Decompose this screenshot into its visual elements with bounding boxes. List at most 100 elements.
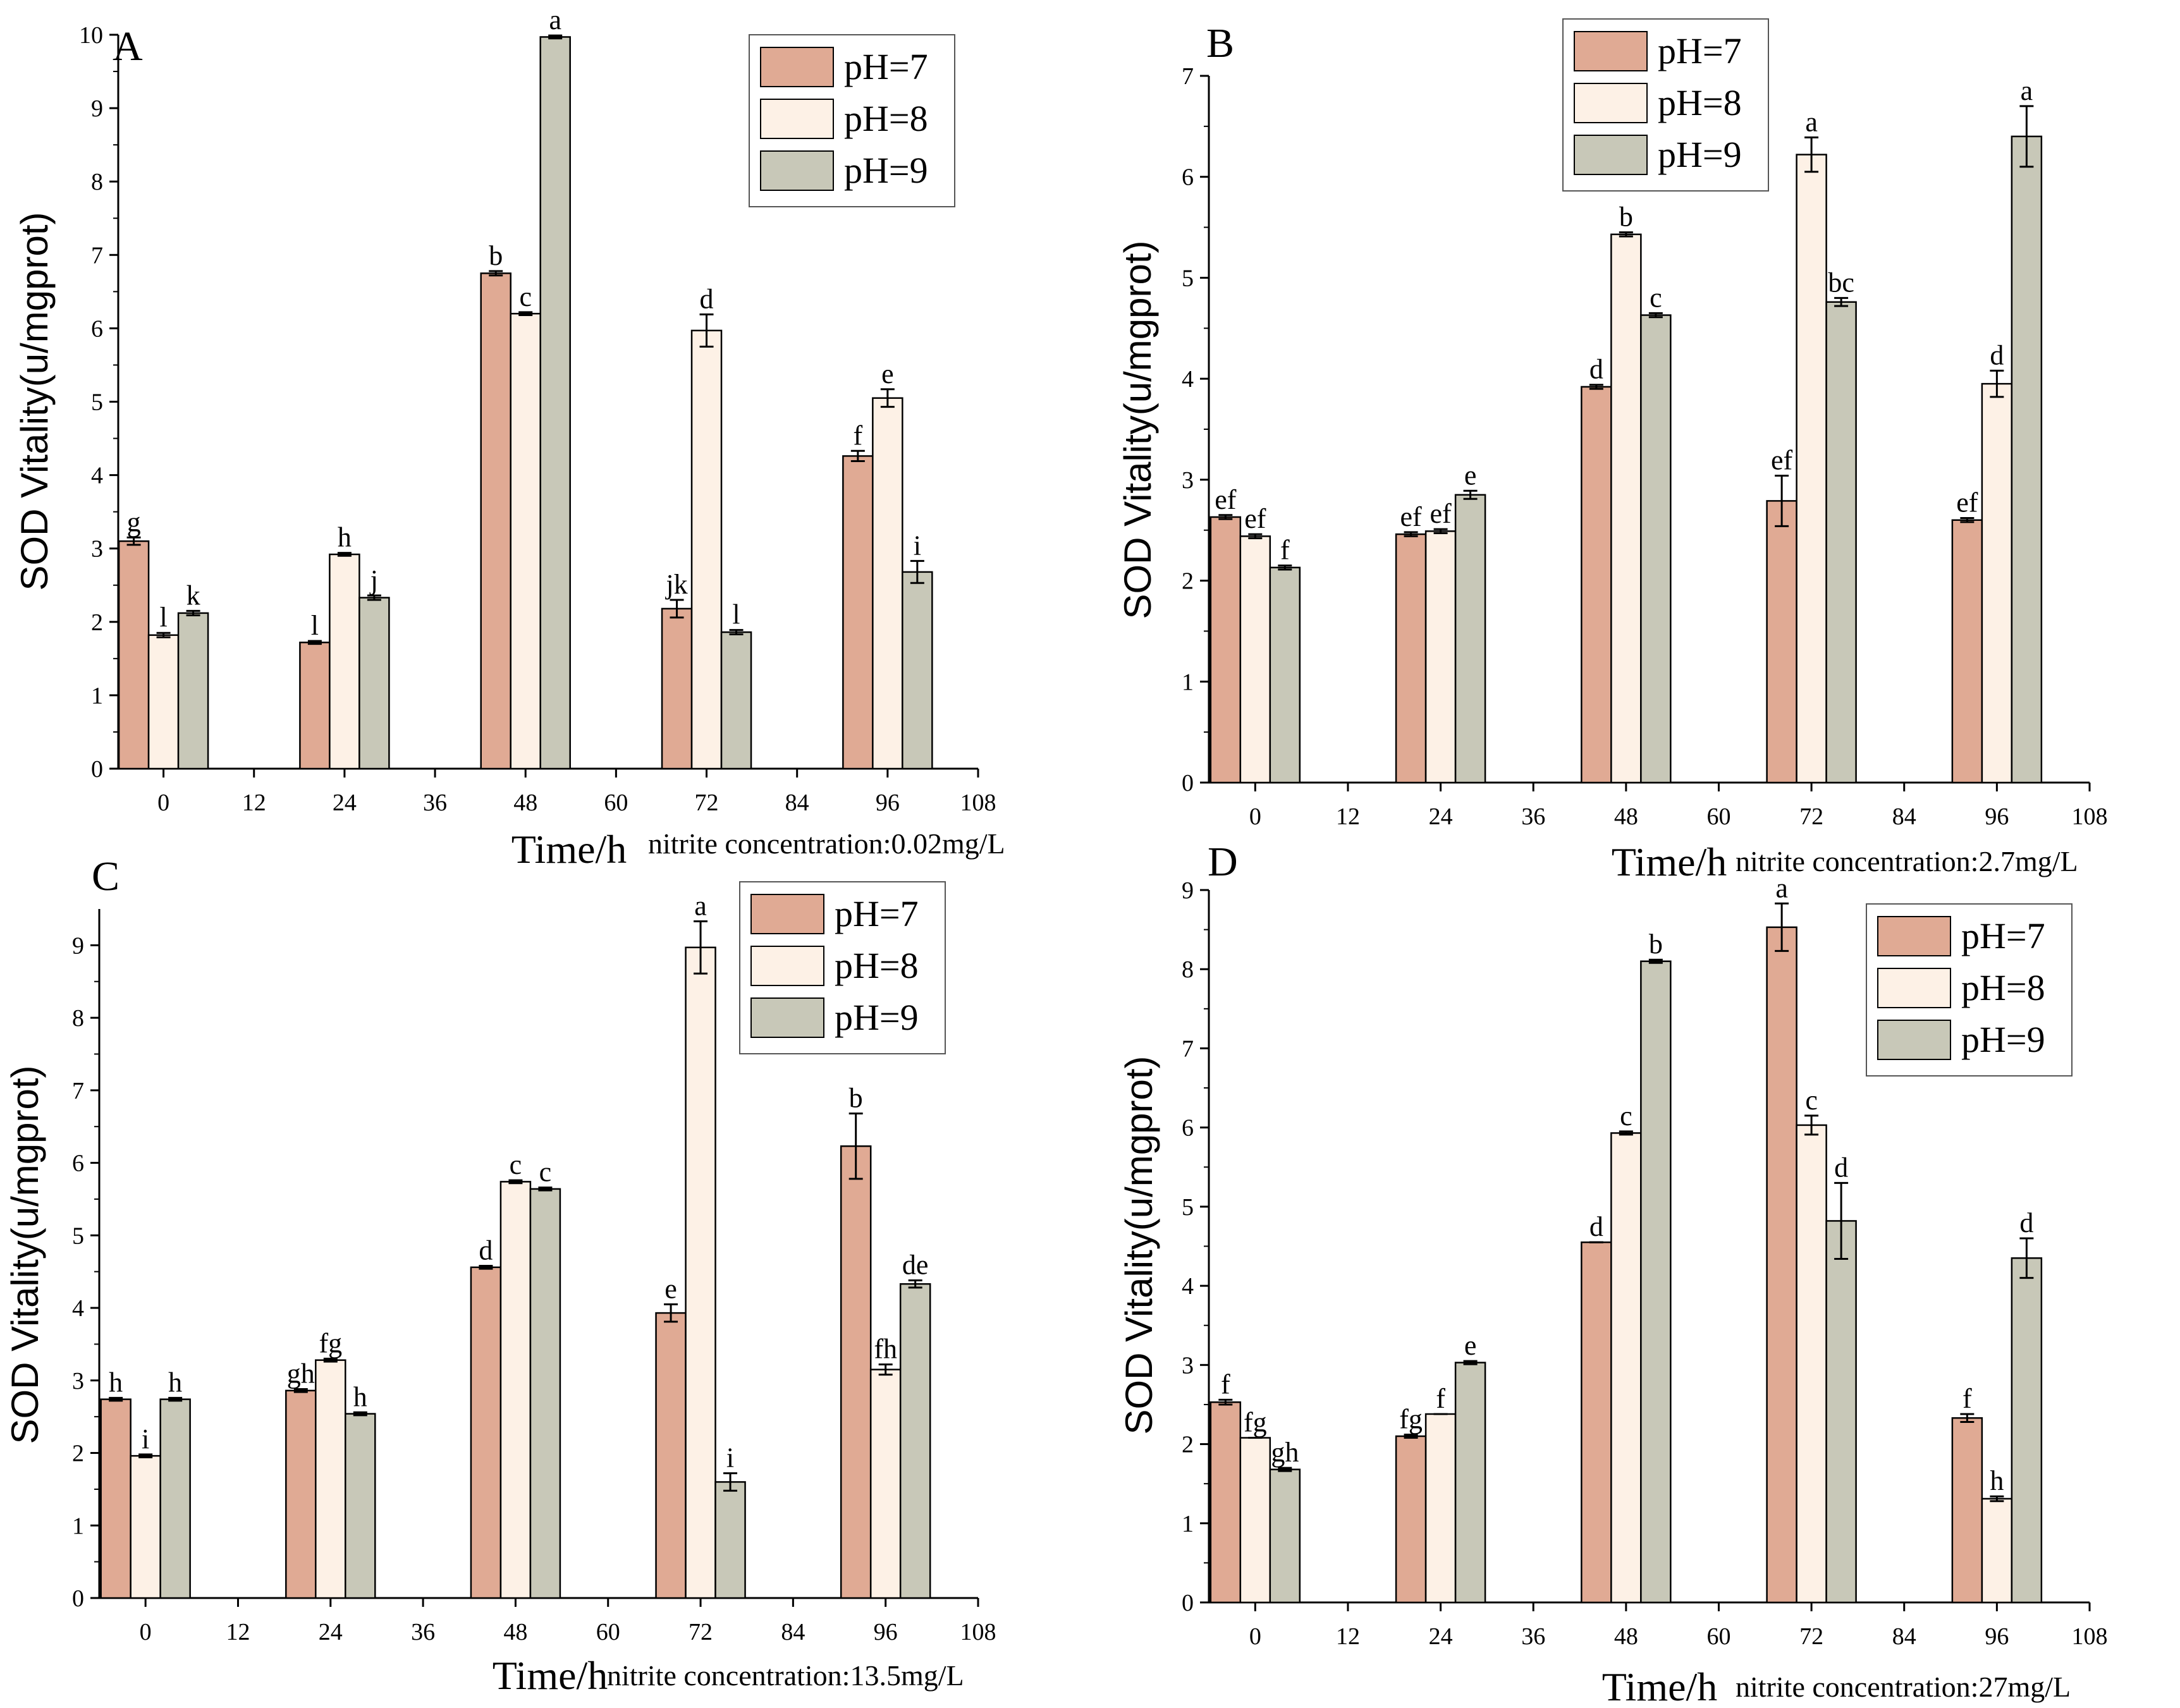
- bar: [1766, 926, 1797, 1604]
- y-tick-label: 3: [91, 536, 103, 563]
- x-tick-label: 0: [140, 1619, 152, 1645]
- legend-swatch: [760, 99, 834, 139]
- significance-letter: jk: [664, 569, 687, 600]
- x-tick-label: 84: [1892, 803, 1916, 830]
- x-axis-label: Time/h: [1612, 839, 1727, 884]
- bar: [1454, 494, 1486, 784]
- y-tick-label: 6: [72, 1150, 84, 1177]
- x-tick-label: 96: [1985, 1623, 2009, 1650]
- legend: pH=7 pH=8 pH=9: [739, 881, 946, 1054]
- y-tick-label: 6: [1182, 1115, 1194, 1142]
- significance-letter: a: [549, 4, 561, 35]
- significance-letter: e: [664, 1273, 677, 1304]
- bar: [840, 1145, 872, 1599]
- significance-letter: i: [142, 1424, 149, 1455]
- legend-swatch: [760, 150, 834, 191]
- x-tick-label: 24: [319, 1619, 343, 1645]
- bar: [1239, 1437, 1271, 1604]
- y-tick-label: 6: [91, 315, 103, 342]
- y-tick-label: 1: [1182, 1511, 1194, 1537]
- significance-letter: f: [854, 420, 863, 451]
- significance-letter: d: [700, 283, 714, 314]
- x-tick-label: 48: [503, 1619, 527, 1645]
- significance-letter: fg: [1244, 1407, 1267, 1438]
- legend-swatch: [1574, 83, 1648, 123]
- y-tick-label: 1: [1182, 669, 1194, 695]
- y-axis-label: SOD Vitality(u/mgprot): [13, 212, 56, 590]
- significance-letter: c: [510, 1149, 522, 1180]
- bar: [1395, 533, 1427, 784]
- bar: [1796, 1124, 1827, 1604]
- y-tick-label: 2: [1182, 1432, 1194, 1458]
- bar: [2011, 1257, 2043, 1604]
- bar: [118, 540, 150, 770]
- y-tick-label: 1: [72, 1513, 84, 1539]
- legend: pH=7 pH=8 pH=9: [1866, 903, 2073, 1077]
- legend-swatch: [1574, 135, 1648, 175]
- significance-letter: ef: [1430, 498, 1452, 529]
- bar: [714, 1481, 746, 1599]
- legend-label: pH=7: [1961, 915, 2045, 956]
- significance-letter: f: [1963, 1383, 1972, 1414]
- bar: [100, 1398, 132, 1599]
- legend: pH=7 pH=8 pH=9: [749, 34, 955, 207]
- significance-letter: c: [1620, 1101, 1632, 1132]
- bar: [1581, 386, 1612, 784]
- y-tick-label: 5: [91, 389, 103, 416]
- x-tick-label: 48: [1614, 1623, 1638, 1650]
- significance-letter: a: [1805, 106, 1818, 137]
- bar: [177, 612, 209, 770]
- x-tick-label: 36: [1521, 1623, 1545, 1650]
- significance-letter: de: [902, 1249, 929, 1280]
- y-tick-label: 2: [91, 609, 103, 636]
- y-tick-label: 3: [1182, 467, 1194, 494]
- bar: [1640, 314, 1672, 784]
- y-tick-label: 10: [79, 22, 103, 49]
- bar: [1424, 1413, 1457, 1604]
- significance-letter: a: [2021, 75, 2033, 106]
- x-tick-label: 72: [1799, 803, 1823, 830]
- y-tick-label: 2: [1182, 568, 1194, 595]
- bar: [661, 607, 693, 770]
- significance-letter: b: [1619, 202, 1633, 233]
- y-tick-label: 4: [1182, 1273, 1194, 1300]
- y-tick-label: 0: [91, 756, 103, 783]
- legend-label: pH=7: [844, 46, 928, 87]
- significance-letter: i: [726, 1443, 734, 1473]
- x-tick-label: 12: [242, 790, 266, 816]
- y-axis-label: SOD Vitality(u/mgprot): [1118, 1056, 1160, 1434]
- legend-label: pH=7: [835, 893, 919, 934]
- x-tick-label: 24: [1429, 1623, 1453, 1650]
- y-tick-label: 0: [1182, 1590, 1194, 1616]
- x-axis-label: Time/h: [511, 827, 627, 872]
- panel-letter: A: [113, 23, 143, 70]
- x-tick-label: 48: [1614, 803, 1638, 830]
- significance-letter: d: [1834, 1152, 1848, 1183]
- x-tick-label: 48: [513, 790, 537, 816]
- x-tick-label: 24: [1429, 803, 1453, 830]
- bar: [690, 329, 723, 770]
- significance-letter: fg: [319, 1327, 342, 1358]
- x-tick-label: 60: [596, 1619, 620, 1645]
- bar: [315, 1359, 346, 1599]
- y-tick-label: 7: [91, 242, 103, 269]
- bar: [872, 397, 903, 770]
- x-tick-label: 72: [689, 1619, 713, 1645]
- y-tick-label: 4: [72, 1295, 84, 1322]
- legend-label: pH=9: [835, 997, 919, 1038]
- y-tick-label: 0: [1182, 770, 1194, 796]
- significance-letter: h: [338, 522, 352, 553]
- x-tick-label: 12: [1336, 1623, 1360, 1650]
- x-tick-label: 96: [874, 1619, 898, 1645]
- legend-label: pH=8: [1658, 82, 1742, 123]
- bar: [147, 634, 180, 770]
- legend-swatch: [1877, 968, 1951, 1008]
- x-tick-label: 60: [1706, 803, 1730, 830]
- y-tick-label: 8: [1182, 956, 1194, 983]
- x-axis-label: Time/h: [1602, 1664, 1718, 1708]
- significance-letter: fg: [1399, 1404, 1423, 1435]
- legend-swatch: [1877, 916, 1951, 956]
- y-tick-label: 7: [72, 1078, 84, 1104]
- bar: [329, 553, 360, 770]
